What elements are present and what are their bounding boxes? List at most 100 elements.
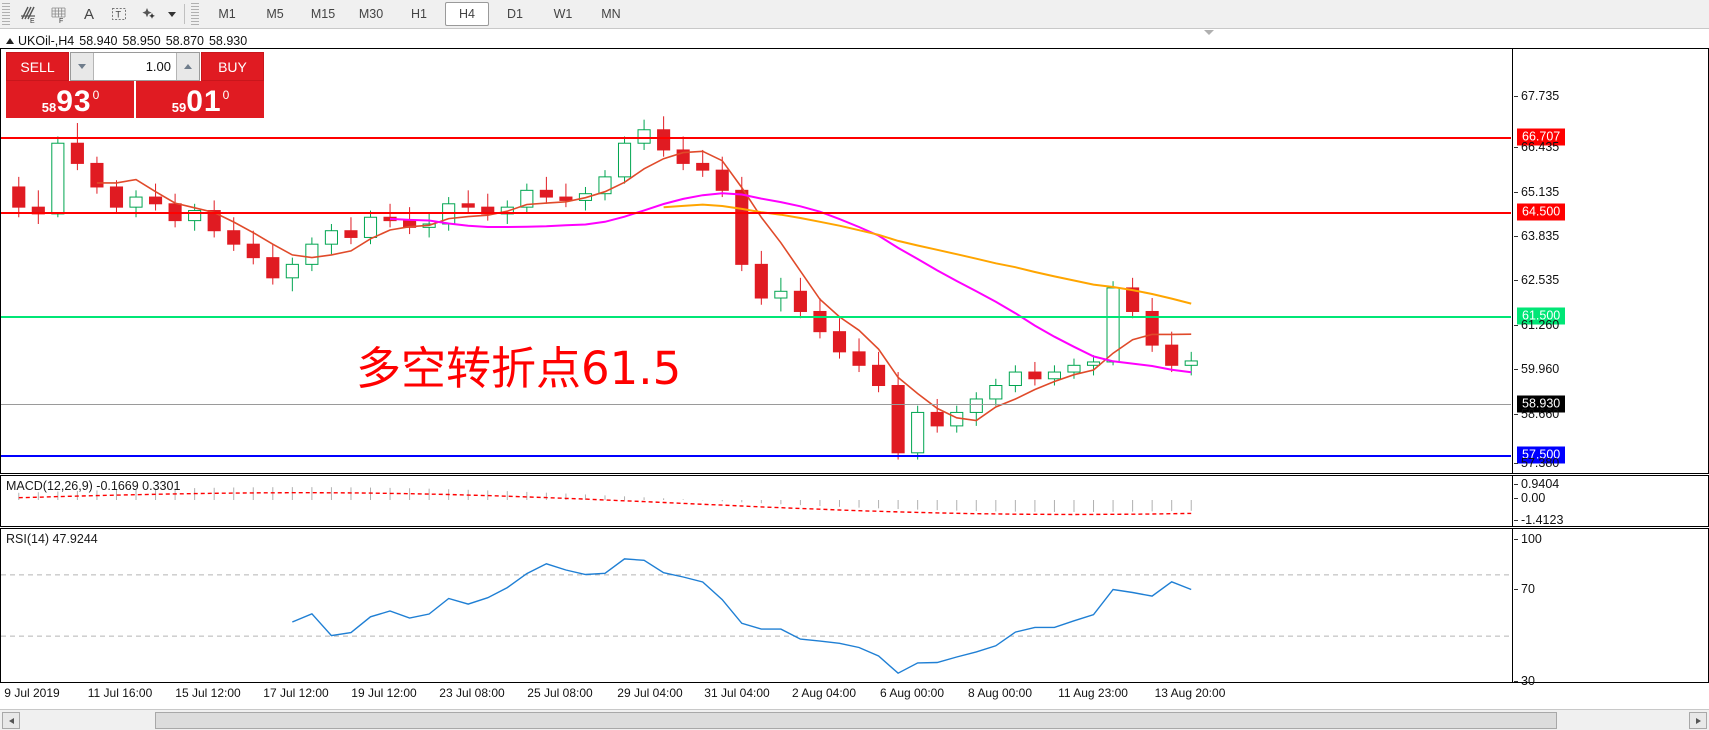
tick-mark [1514,236,1518,237]
price-tick-59-960: 59.960 [1514,362,1559,376]
volume-decrease-icon[interactable] [71,53,94,80]
symbol-ohlc-header: UKOil-,H4 58.940 58.950 58.870 58.930 [6,34,247,48]
timeframe-w1[interactable]: W1 [553,7,573,21]
grid-f-icon[interactable]: F [44,1,74,27]
volume-value[interactable]: 1.00 [145,59,171,74]
volume-stepper[interactable]: 1.00 [70,52,200,81]
resistance-64500[interactable] [1,212,1511,214]
rsi-pane-canvas [1,529,1511,682]
timeframe-d1[interactable]: D1 [507,7,523,21]
crosshair-e-icon[interactable]: E [14,1,44,27]
time-label: 25 Jul 08:00 [527,686,593,700]
time-label: 31 Jul 04:00 [704,686,770,700]
timeframe-m30[interactable]: M30 [358,7,384,21]
ohlc-high: 58.950 [122,34,161,48]
rsi-axis-30: 30 [1514,674,1535,688]
volume-increase-icon[interactable] [176,53,199,80]
macd-title: MACD(12,26,9) -0.1669 0.3301 [6,479,181,493]
resistance-66707[interactable] [1,137,1511,139]
price-badge-66-707[interactable]: 66.707 [1517,128,1566,146]
buy-button[interactable]: BUY [201,52,264,81]
macd-pane[interactable]: MACD(12,26,9) -0.1669 0.3301 0.9404 0.00 -… [0,475,1709,527]
tick-mark [1514,369,1518,370]
ohlc-close: 58.930 [208,34,248,48]
time-label: 9 Jul 2019 [4,686,60,700]
timeframe-m5[interactable]: M5 [266,7,284,21]
macd-axis-09404: 0.9404 [1514,477,1559,491]
timeframe-h4[interactable]: H4 [445,2,489,26]
tick-mark [1514,147,1518,148]
tick-mark [1514,192,1518,193]
tick-mark [1514,463,1518,464]
macd-pane-canvas [1,476,1511,526]
toolbar-grip[interactable] [2,3,10,25]
toolbar-divider [184,4,185,24]
price-badge-64-500[interactable]: 64.500 [1517,203,1566,221]
rsi-pane[interactable]: RSI(14) 47.9244 100 70 30 [0,528,1709,688]
chart-collapse-grip-icon[interactable] [1204,30,1214,35]
price-tick-58-660: 58.660 [1514,407,1559,421]
macd-scale: 0.9404 0.00 -1.4123 [1512,476,1708,527]
price-badge-57-500[interactable]: 57.500 [1517,446,1566,464]
time-label: 2 Aug 04:00 [791,686,857,700]
sell-button[interactable]: SELL [6,52,69,81]
chart-plot-area: 67.735 66.707 66.435 65.135 64.500 63.835 62.5… [0,48,1709,720]
price-badge-58-930[interactable]: 58.930 [1517,395,1566,413]
price-tick-65-135: 65.135 [1514,185,1559,199]
price-tick-61-260: 61.260 [1514,318,1559,332]
buy-price-sup: 0 [222,88,230,102]
candlestick-series [12,116,1198,460]
macd-axis-14123: -1.4123 [1514,513,1563,527]
time-label: 17 Jul 12:00 [263,686,329,700]
current-58930[interactable] [1,404,1511,405]
time-label: 6 Aug 00:00 [879,686,945,700]
horizontal-scrollbar[interactable] [0,709,1709,730]
price-tick-66-435: 66.435 [1514,140,1559,154]
rsi-series [1,558,1511,675]
support-57500[interactable] [1,455,1511,457]
dropdown-caret-icon[interactable] [164,1,180,27]
time-axis: 9 Jul 2019 11 Jul 16:00 15 Jul 12:00 17 Jul… [0,684,1709,706]
trade-panel-prices: 58 93 0 59 01 0 [6,81,264,118]
tick-mark [1514,414,1518,415]
time-label: 19 Jul 12:00 [351,686,417,700]
scrollbar-thumb[interactable] [155,712,1557,729]
timeframe-grip[interactable] [191,3,199,25]
timeframe-m1[interactable]: M1 [218,7,236,21]
macd-axis-000: 0.00 [1514,491,1545,505]
macd-series [18,487,1192,516]
timeframe-m15[interactable]: M15 [310,7,336,21]
sell-price-big: 93 [56,85,92,118]
sell-price-small: 58 [41,100,57,115]
time-label: 11 Aug 23:00 [1058,686,1128,700]
svg-text:E: E [30,18,35,25]
sell-price-sup: 0 [92,88,100,102]
sell-price[interactable]: 58 93 0 [6,81,134,118]
pivot-61500[interactable] [1,316,1511,318]
svg-text:F: F [59,18,63,25]
price-tick-62-535: 62.535 [1514,273,1559,287]
objects-icon[interactable] [134,1,164,27]
scroll-left-button[interactable] [2,712,20,729]
rsi-axis-100: 100 [1514,532,1542,546]
trade-panel-controls: SELL 1.00 BUY [6,52,264,81]
scroll-right-button[interactable] [1689,712,1707,729]
svg-text:T: T [116,10,122,20]
chart-annotation-text: 多空转折点61.5 [356,342,682,395]
ohlc-low: 58.870 [165,34,204,48]
price-badge-61-500[interactable]: 61.500 [1517,307,1566,325]
text-label-icon[interactable]: T [104,1,134,27]
timeframe-h1[interactable]: H1 [411,7,427,21]
price-pane[interactable]: 67.735 66.707 66.435 65.135 64.500 63.835 62.5… [0,48,1709,515]
time-label: 15 Jul 12:00 [175,686,241,700]
time-label: 29 Jul 04:00 [617,686,683,700]
collapse-triangle-icon[interactable] [6,38,14,44]
timeframe-group: M1 M5 M15 M30 H1 H4 D1 W1 MN [203,2,635,26]
text-a-icon[interactable]: A [83,5,94,23]
buy-price-small: 59 [171,100,187,115]
buy-price[interactable]: 59 01 0 [136,81,264,118]
price-scale[interactable]: 67.735 66.707 66.435 65.135 64.500 63.835 62.5… [1512,49,1708,515]
one-click-trading-panel[interactable]: SELL 1.00 BUY 58 93 0 59 01 0 [6,52,264,118]
timeframe-mn[interactable]: MN [601,7,621,21]
